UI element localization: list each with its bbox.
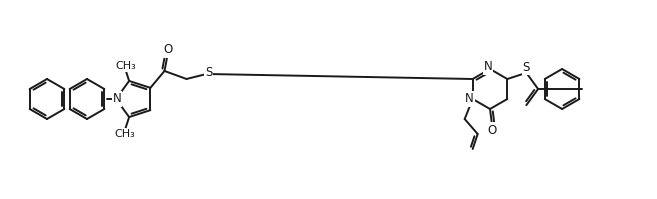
Text: CH₃: CH₃	[114, 129, 135, 139]
Text: O: O	[163, 43, 172, 57]
Text: N: N	[465, 93, 474, 105]
Text: S: S	[205, 66, 212, 79]
Text: O: O	[487, 124, 497, 137]
Text: N: N	[112, 93, 122, 105]
Text: CH₃: CH₃	[115, 60, 136, 70]
Text: N: N	[484, 60, 492, 73]
Text: S: S	[523, 61, 530, 74]
